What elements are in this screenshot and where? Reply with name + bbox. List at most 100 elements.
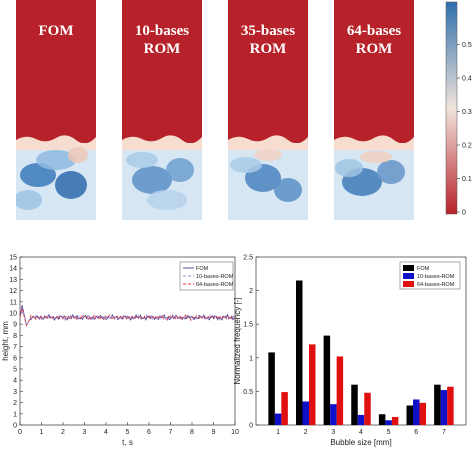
bar-10-bases-rom [440, 390, 448, 425]
bar-y-tick-label: 1 [249, 355, 253, 362]
bar-y-axis-label: Normalized frequency [-] [233, 297, 242, 384]
contour-blob [274, 178, 302, 202]
contour-blob [126, 152, 158, 168]
interface-band [122, 135, 202, 150]
contour-blob [360, 151, 392, 163]
bar-fom [406, 405, 414, 425]
x-tick-label: 1 [40, 429, 44, 436]
bar-x-tick-label: 2 [304, 429, 308, 436]
bar-x-axis-label: Bubble size [mm] [330, 438, 391, 447]
x-tick-label: 8 [190, 429, 194, 436]
y-tick-label: 5 [13, 367, 17, 374]
bar-64-bases-rom [281, 392, 288, 425]
colorbar-gradient [445, 1, 458, 215]
y-tick-label: 11 [10, 299, 17, 306]
panel-label-fom: FOM [38, 23, 74, 39]
contour-panel-64-bases: 64-bases ROM [334, 0, 414, 220]
panel-label-35-bases: 35-bases ROM [240, 23, 296, 57]
bar-legend-swatch [403, 281, 414, 287]
bar-y-tick-label: 1.5 [243, 322, 253, 329]
contour-field-10-bases [122, 0, 202, 220]
bar-fom [295, 280, 303, 425]
x-tick-label: 10 [231, 429, 239, 436]
y-tick-label: 12 [9, 288, 17, 295]
bar-x-tick-label: 4 [359, 429, 363, 436]
bar-legend-swatch [403, 273, 414, 279]
bar-legend-label: FOM [417, 266, 430, 272]
x-tick-label: 5 [126, 429, 130, 436]
contour-blob [36, 150, 76, 170]
bar-legend-label: 10-bases-ROM [417, 274, 455, 280]
bar-10-bases-rom [385, 420, 392, 425]
bar-y-tick-label: 0 [249, 423, 253, 430]
contour-blob [166, 158, 194, 182]
bar-10-bases-rom [274, 413, 282, 425]
line-chart-frame [19, 256, 236, 426]
bar-64-bases-rom [419, 402, 427, 425]
legend-label: FOM [196, 266, 209, 272]
x-tick-label: 0 [18, 429, 22, 436]
contour-blob [335, 159, 363, 177]
x-tick-label: 7 [169, 429, 173, 436]
contour-field-64-bases [334, 0, 414, 220]
contour-blob [230, 157, 262, 173]
colorbar-tick-label: 0.2 [462, 143, 472, 150]
y-tick-label: 15 [9, 255, 17, 262]
bar-y-tick-label: 2 [249, 288, 253, 295]
contour-blob [132, 166, 172, 194]
bar-64-bases-rom [391, 416, 399, 425]
line-series-10-bases-rom [19, 307, 236, 327]
x-tick-label: 6 [147, 429, 151, 436]
contour-blob [147, 190, 187, 210]
colorbar-tick-label: 0 [462, 210, 466, 217]
bar-legend [399, 261, 461, 290]
y-tick-label: 3 [13, 389, 17, 396]
x-tick-label: 9 [212, 429, 216, 436]
colorbar: 0 0.1 0.2 0.3 0.4 0.5 [445, 1, 472, 217]
bar-legend-swatch [403, 265, 414, 271]
bar-x-tick-label: 5 [387, 429, 391, 436]
panel-label-10-bases: 10-bases ROM [134, 23, 190, 57]
interface-band [334, 135, 414, 150]
legend-label: 64-bases-ROM [196, 282, 234, 288]
contour-blob [20, 163, 56, 187]
bar-64-bases-rom [336, 356, 344, 425]
colorbar-tick-label: 0.1 [462, 176, 472, 183]
contour-field-35-bases [228, 0, 308, 220]
bar-fom [378, 414, 386, 425]
contour-blob [16, 190, 42, 210]
panel-label-64-bases: 64-bases ROM [346, 23, 402, 57]
x-tick-label: 4 [104, 429, 108, 436]
bar-10-bases-rom [302, 401, 309, 425]
contour-field-fom [16, 0, 96, 220]
y-tick-label: 1 [13, 411, 17, 418]
y-tick-label: 4 [13, 378, 17, 385]
contour-blob [254, 149, 282, 161]
bar-10-bases-rom [330, 404, 337, 425]
bar-fom [351, 384, 358, 425]
bar-y-tick-label: 0.5 [243, 389, 253, 396]
y-tick-label: 13 [9, 277, 17, 284]
bar-10-bases-rom [413, 399, 420, 425]
y-tick-label: 6 [13, 355, 17, 362]
line-series-64-bases-rom [19, 308, 236, 327]
bar-x-tick-label: 7 [442, 429, 446, 436]
contour-panel-35-bases: 35-bases ROM [228, 0, 308, 220]
bar-legend-label: 64-bases-ROM [417, 282, 455, 288]
bar-64-bases-rom [308, 344, 316, 425]
contour-blob [68, 147, 88, 163]
y-tick-label: 14 [9, 266, 17, 273]
bar-64-bases-rom [447, 386, 454, 425]
line-series-fom [19, 305, 236, 327]
bar-x-tick-label: 1 [276, 429, 280, 436]
y-tick-label: 9 [13, 322, 17, 329]
contour-blob [55, 171, 87, 199]
y-tick-label: 10 [9, 311, 17, 318]
contour-blob [377, 160, 405, 184]
interface-band [228, 135, 308, 150]
bar-fom [434, 384, 441, 425]
bar-chart-frame [255, 256, 467, 426]
bar-10-bases-rom [357, 414, 365, 425]
y-tick-label: 2 [13, 400, 17, 407]
x-tick-label: 3 [83, 429, 87, 436]
